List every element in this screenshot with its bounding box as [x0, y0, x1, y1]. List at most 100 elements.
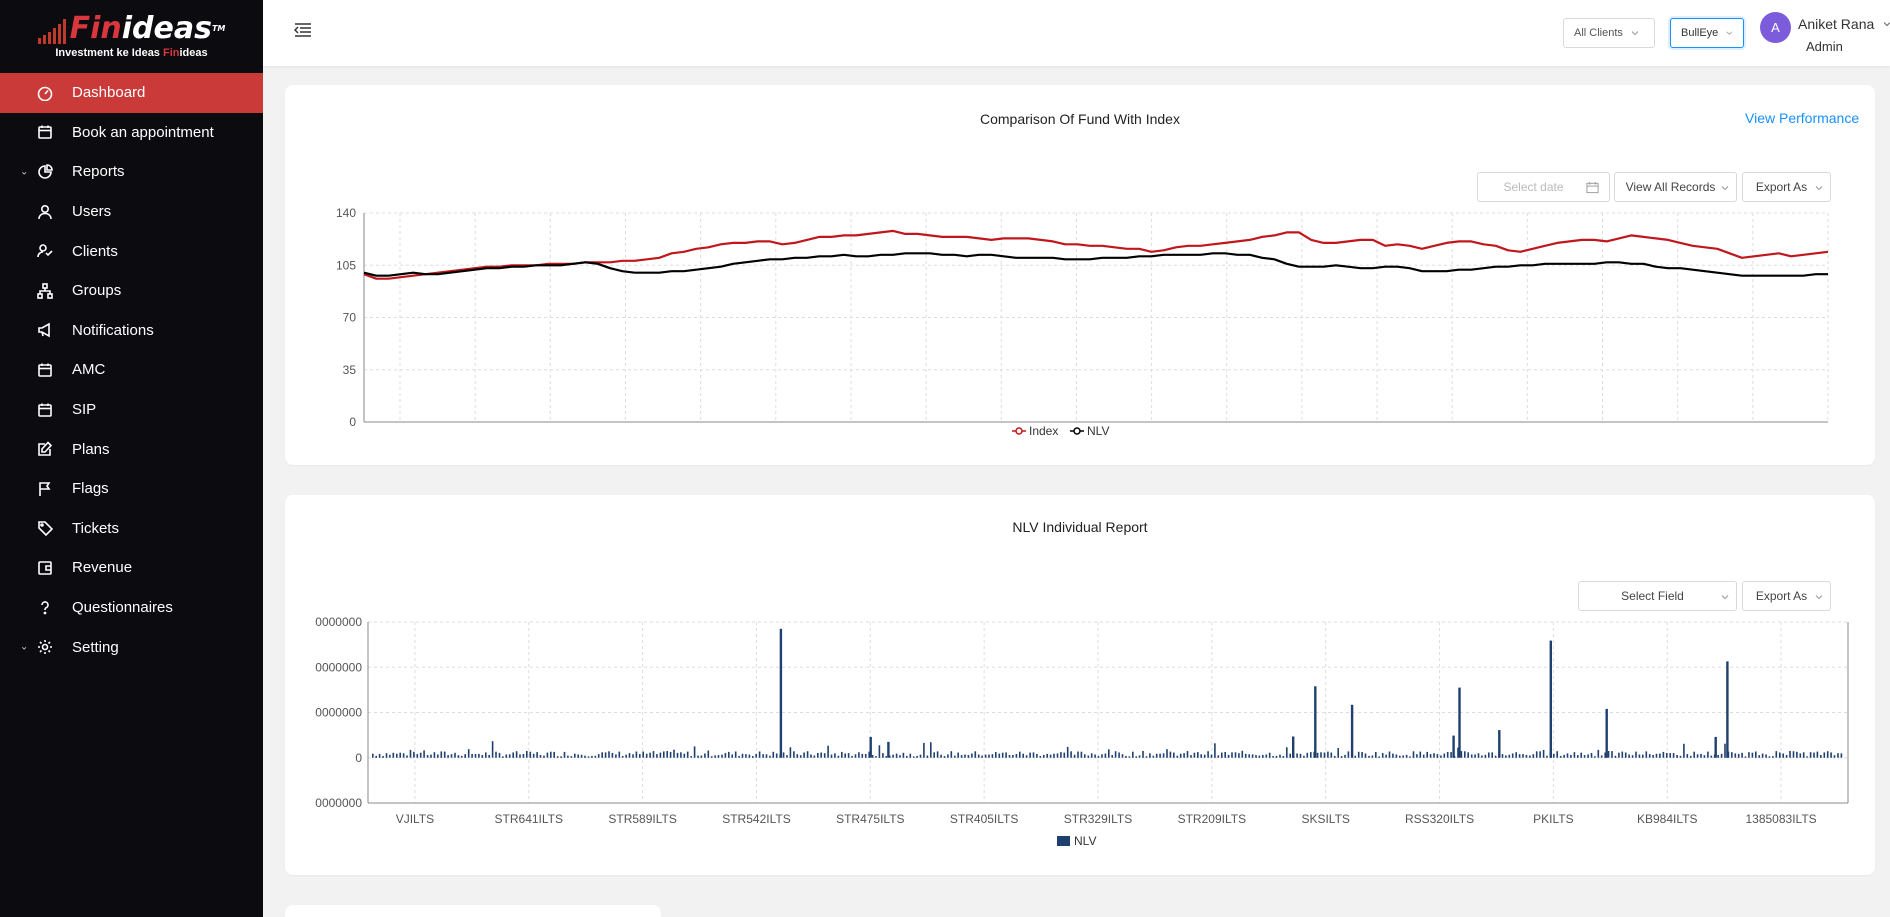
nlv-bar: [878, 745, 881, 758]
nlv-bar: [1645, 751, 1648, 758]
pie-chart-icon: [36, 163, 54, 181]
nlv-bar: [1696, 754, 1699, 758]
calendar-icon: [36, 123, 54, 141]
nlv-bar: [1683, 743, 1685, 758]
nlv-bar: [1422, 754, 1425, 758]
x-tick-label: STR589ILTS: [608, 812, 676, 826]
nlv-bar: [707, 750, 710, 758]
nlv-bar: [399, 752, 401, 758]
nlv-bar: [1587, 754, 1589, 758]
finideas-logo[interactable]: FinideasTM Investment ke Ideas Finideas: [0, 0, 263, 73]
nlv-bar: [1570, 754, 1572, 758]
view-performance-link[interactable]: View Performance: [1745, 110, 1860, 126]
nlv-bar: [652, 751, 655, 758]
nlv-bar: [1833, 755, 1836, 758]
nlv-bar: [1464, 751, 1466, 758]
sidebar-item-questionnaires[interactable]: Questionnaires: [0, 588, 263, 628]
sidebar-item-amc[interactable]: AMC: [0, 350, 263, 390]
nlv-bar: [437, 754, 439, 758]
nlv-bar: [1203, 754, 1206, 758]
nlv-bar: [1255, 755, 1257, 758]
nlv-bar: [957, 752, 959, 758]
nlv-bar: [923, 742, 925, 758]
nlv-bar: [1659, 753, 1661, 758]
nlv-bar: [1583, 755, 1586, 758]
y-tick-label: 0000000: [315, 660, 362, 674]
nlv-bar: [1446, 752, 1449, 758]
nlv-bar: [1590, 753, 1593, 758]
sidebar-item-sip[interactable]: SIP: [0, 390, 263, 430]
sidebar-item-tickets[interactable]: Tickets: [0, 509, 263, 549]
nlv-bar: [375, 755, 377, 758]
sidebar-item-setting[interactable]: ⌄ Setting: [0, 627, 263, 667]
nlv-bar: [728, 751, 730, 758]
nlv-bar: [1823, 752, 1826, 758]
nlv-bar: [625, 754, 627, 758]
nlv-bar: [1214, 743, 1216, 758]
nlv-bar: [1419, 751, 1422, 758]
nlv-bar: [1621, 751, 1624, 758]
nlv-bar: [550, 751, 552, 758]
nlv-bar: [772, 751, 775, 758]
export-select-nlv[interactable]: Export As: [1742, 581, 1831, 611]
avatar[interactable]: A: [1760, 12, 1791, 43]
date-picker-placeholder: Select date: [1503, 180, 1564, 194]
field-select[interactable]: Select Field: [1578, 581, 1737, 611]
nlv-bar: [714, 755, 716, 758]
y-tick-label: 105: [336, 258, 356, 272]
nlv-bar: [526, 751, 528, 758]
user-menu-chevron-icon[interactable]: [1883, 20, 1890, 28]
nlv-bar: [1799, 753, 1802, 758]
sidebar-item-reports[interactable]: ⌄ Reports: [0, 152, 263, 192]
sidebar-item-dashboard[interactable]: Dashboard: [0, 73, 263, 113]
nlv-bar: [645, 753, 648, 758]
x-tick-label: STR641ILTS: [495, 812, 563, 826]
strategy-filter-select[interactable]: BullEye: [1670, 18, 1744, 48]
nlv-bar: [1073, 754, 1076, 758]
legend-marker-nlv: [1073, 427, 1081, 435]
nlv-bar: [1121, 754, 1124, 758]
sidebar-item-flags[interactable]: Flags: [0, 469, 263, 509]
nlv-bar: [673, 749, 675, 758]
date-picker[interactable]: Select date: [1477, 172, 1610, 202]
nlv-bar: [919, 754, 922, 758]
nlv-bar: [485, 752, 487, 758]
nlv-bar: [642, 751, 644, 758]
nlv-bar: [406, 755, 408, 758]
nlv-bar: [762, 754, 764, 758]
nlv-bar: [519, 754, 521, 758]
chevron-down-icon: [1721, 595, 1729, 600]
nlv-bar: [1025, 755, 1028, 758]
sidebar-item-book-an-appointment[interactable]: Book an appointment: [0, 113, 263, 153]
sidebar-item-clients[interactable]: Clients: [0, 231, 263, 271]
nlv-bar: [491, 741, 494, 758]
user-name[interactable]: Aniket Rana: [1798, 16, 1875, 32]
nlv-bar: [570, 756, 573, 758]
sidebar-item-revenue[interactable]: Revenue: [0, 548, 263, 588]
sidebar-item-plans[interactable]: Plans: [0, 429, 263, 469]
nlv-bar: [1607, 751, 1610, 758]
nlv-bar: [745, 754, 747, 758]
nlv-bar: [704, 753, 706, 758]
sidebar-item-notifications[interactable]: Notifications: [0, 311, 263, 351]
menu-fold-icon[interactable]: [293, 22, 312, 38]
nlv-bar: [988, 754, 990, 758]
sidebar-item-users[interactable]: Users: [0, 192, 263, 232]
sidebar-item-label: Revenue: [72, 559, 133, 577]
nlv-bar: [396, 753, 398, 758]
nlv-bar: [1802, 752, 1805, 758]
nlv-bar: [1443, 753, 1446, 758]
nlv-bar: [755, 753, 757, 758]
nlv-bar: [1765, 754, 1767, 758]
export-select-comparison[interactable]: Export As: [1742, 172, 1831, 202]
nlv-bar: [1210, 754, 1213, 758]
nlv-bar: [1535, 751, 1538, 758]
records-select[interactable]: View All Records: [1614, 172, 1737, 202]
sidebar-item-groups[interactable]: Groups: [0, 271, 263, 311]
nlv-bar: [1132, 751, 1134, 758]
nlv-bar: [960, 755, 963, 758]
nlv-bar: [1648, 754, 1651, 758]
client-filter-select[interactable]: All Clients: [1563, 18, 1655, 48]
nlv-bar: [1840, 753, 1843, 758]
nlv-bar: [964, 754, 966, 758]
